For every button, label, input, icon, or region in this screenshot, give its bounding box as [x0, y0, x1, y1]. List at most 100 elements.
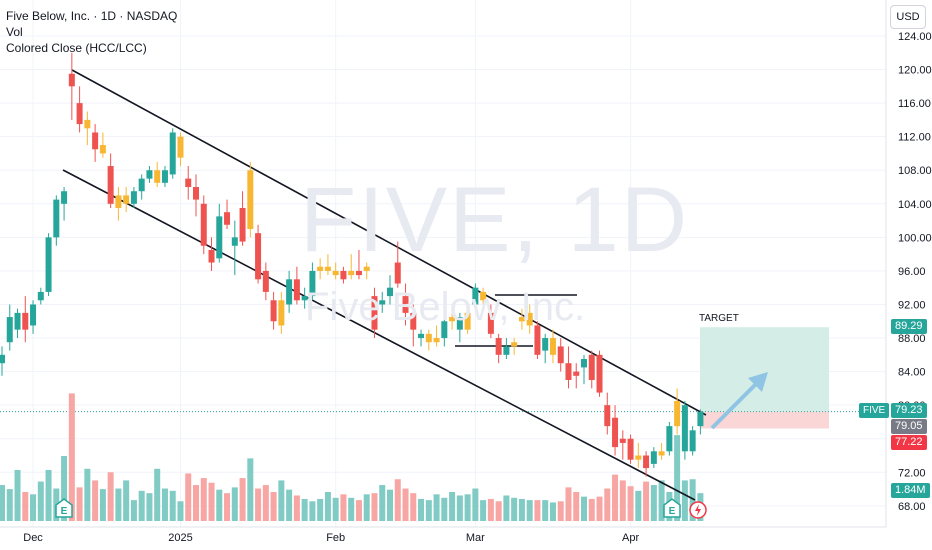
candle-body: [410, 312, 417, 330]
volume-bar: [177, 501, 184, 521]
candle-body: [286, 279, 293, 305]
volume-bar: [185, 473, 192, 521]
volume-bar: [22, 492, 29, 521]
volume-bar: [193, 485, 199, 521]
y-tick-label: 104.00: [898, 199, 932, 211]
volume-bar: [309, 501, 316, 521]
volume-bar: [689, 479, 696, 521]
earnings-marker-icon: [55, 498, 73, 518]
volume-bar: [138, 490, 145, 521]
symbol-tag: FIVE: [859, 403, 890, 418]
candle-body: [115, 195, 122, 208]
candle-body: [581, 359, 587, 368]
volume-bar: [45, 469, 52, 521]
candle-body: [495, 338, 502, 355]
candle-body: [674, 400, 681, 427]
candle-body: [612, 417, 619, 448]
stop-price-tag: 77.22: [891, 435, 927, 450]
volume-bar: [480, 500, 487, 521]
volume-bar: [379, 485, 386, 521]
x-tick-label: Apr: [622, 532, 639, 544]
candle-body: [146, 170, 153, 179]
candle-body: [107, 166, 114, 204]
volume-bar: [565, 487, 572, 521]
candle-body: [526, 312, 533, 326]
candle-body: [549, 338, 556, 355]
volume-bar: [146, 493, 153, 521]
volume-bar: [604, 488, 611, 521]
candle-body: [262, 270, 269, 292]
candle-body: [301, 296, 308, 301]
volume-bar: [681, 480, 688, 521]
earnings-marker-label: E: [61, 506, 68, 517]
candle-body: [247, 170, 254, 229]
candle-body: [681, 405, 688, 452]
chart-legend: Five Below, Inc. · 1D · NASDAQ Vol Color…: [6, 8, 177, 56]
volume-bar: [208, 482, 215, 521]
candle-body: [92, 132, 99, 150]
volume-bar: [573, 492, 580, 521]
x-tick-label: 2025: [168, 532, 192, 544]
candle-body: [425, 333, 432, 343]
candle-body: [542, 338, 549, 351]
y-tick-label: 92.00: [898, 299, 926, 311]
volume-bar: [526, 500, 533, 521]
volume-bar: [658, 480, 665, 521]
volume-bar: [99, 489, 106, 521]
y-tick-label: 120.00: [898, 65, 932, 77]
y-tick-label: 116.00: [898, 98, 931, 110]
candle-body: [239, 207, 246, 242]
volume-bar: [340, 494, 347, 521]
candle-body: [371, 296, 378, 330]
volume-bar: [674, 435, 681, 521]
volume-bar: [231, 487, 238, 521]
volume-bar: [317, 498, 324, 521]
candle-body: [418, 333, 425, 339]
legend-vol: Vol: [6, 25, 23, 39]
candle-body: [161, 170, 168, 183]
volume-bar: [123, 480, 130, 521]
volume-bar: [154, 468, 161, 521]
candle-body: [689, 430, 696, 452]
volume-bar: [394, 479, 401, 521]
volume-bar: [441, 497, 448, 521]
candle-body: [270, 300, 277, 322]
volume-bar: [557, 501, 564, 521]
y-tick-label: 88.00: [898, 333, 926, 345]
candle-body: [557, 346, 564, 364]
stop-zone: [700, 411, 829, 429]
candle-body: [224, 212, 231, 225]
volume-bar: [216, 489, 223, 521]
volume-bar: [425, 500, 432, 521]
candle-body: [278, 300, 285, 326]
x-tick-label: Dec: [23, 532, 43, 544]
volume-bar: [255, 488, 262, 521]
candle-body: [464, 312, 471, 330]
candle-body: [666, 426, 673, 452]
y-tick-label: 112.00: [898, 132, 931, 144]
candle-body: [394, 262, 401, 284]
candle-body: [511, 342, 518, 347]
y-tick-label: 72.00: [898, 467, 926, 479]
earnings-marker-icon: [663, 498, 681, 518]
candle-body: [355, 270, 362, 276]
candle-body: [208, 249, 215, 263]
y-tick-label: 124.00: [898, 31, 932, 43]
candle-body: [518, 317, 525, 322]
y-tick-label: 84.00: [898, 367, 926, 379]
target-arrow-shaft: [710, 378, 762, 430]
candle-body: [317, 266, 324, 271]
candle-body: [216, 216, 223, 259]
candle-body: [45, 237, 52, 292]
candle-body: [309, 270, 316, 297]
currency-button[interactable]: USD: [890, 5, 926, 29]
y-tick-label: 108.00: [898, 165, 932, 177]
candle-body: [379, 300, 386, 305]
candle-body: [487, 312, 494, 334]
volume-bar: [270, 492, 277, 521]
last-price-tag: 79.23: [891, 403, 927, 418]
volume-bar: [247, 458, 254, 521]
candle-body: [177, 136, 184, 158]
candle-body: [697, 411, 704, 427]
